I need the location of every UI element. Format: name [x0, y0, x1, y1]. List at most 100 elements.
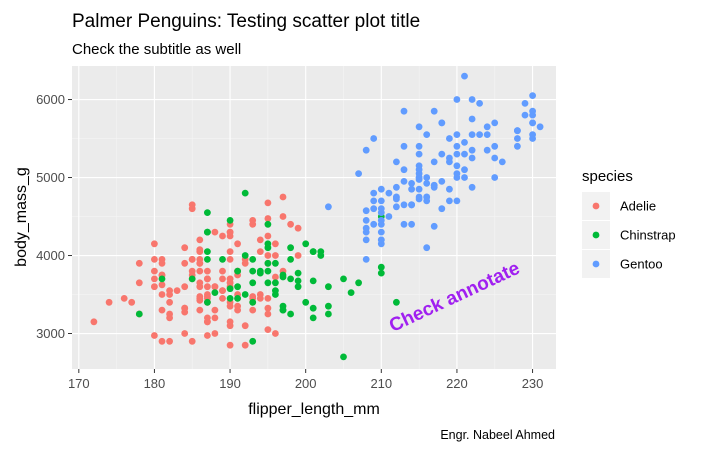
adelie-point	[234, 240, 242, 248]
gentoo-point	[453, 162, 461, 170]
chinstrap-point	[264, 244, 272, 252]
adelie-point	[264, 326, 272, 333]
adelie-point	[196, 306, 204, 314]
adelie-point	[158, 306, 166, 314]
chinstrap-point	[377, 263, 385, 271]
adelie-point	[90, 318, 98, 326]
gentoo-point	[430, 158, 438, 166]
gentoo-point	[491, 142, 499, 150]
adelie-point	[196, 283, 204, 291]
chinstrap-point	[347, 289, 355, 296]
x-tick-label: 200	[295, 376, 317, 391]
adelie-point	[226, 248, 234, 256]
gentoo-point	[415, 176, 423, 183]
adelie-point	[219, 295, 226, 302]
adelie-point	[294, 252, 302, 259]
chinstrap-point	[294, 277, 302, 285]
gentoo-point	[400, 201, 408, 209]
gentoo-point	[453, 96, 461, 103]
chinstrap-point	[241, 189, 249, 197]
chinstrap-point	[188, 275, 196, 283]
adelie-point	[151, 240, 158, 248]
chinstrap-point	[204, 256, 211, 263]
adelie-point	[196, 256, 204, 263]
gentoo-point	[453, 150, 461, 158]
gentoo-point	[446, 154, 453, 162]
gentoo-point	[529, 107, 536, 115]
adelie-point	[219, 287, 226, 294]
chinstrap-point	[264, 220, 272, 228]
gentoo-point	[415, 195, 423, 203]
chinstrap-point	[241, 252, 249, 259]
chinstrap-point	[204, 209, 211, 217]
gentoo-point	[491, 154, 499, 162]
x-tick-label: 180	[144, 376, 166, 391]
chinstrap-point	[355, 279, 362, 287]
gentoo-point	[362, 217, 370, 224]
x-tick-label: 220	[446, 376, 468, 391]
adelie-point	[181, 308, 189, 316]
adelie-point	[196, 236, 204, 244]
gentoo-point	[400, 166, 408, 174]
adelie-point	[158, 337, 166, 345]
adelie-point	[128, 298, 136, 306]
x-tick-label: 210	[370, 376, 392, 391]
gentoo-point	[423, 131, 431, 139]
gentoo-point	[453, 174, 461, 181]
chinstrap-point	[279, 271, 287, 279]
adelie-point	[272, 330, 279, 337]
gentoo-point	[483, 146, 491, 154]
adelie-point	[105, 298, 113, 306]
chinstrap-point	[226, 285, 234, 293]
chart-caption: Engr. Nabeel Ahmed	[440, 428, 555, 442]
chinstrap-point	[287, 275, 294, 283]
gentoo-point	[423, 180, 431, 187]
plot-panel	[72, 66, 556, 369]
adelie-point	[272, 240, 279, 248]
gentoo-point	[468, 131, 476, 139]
chinstrap-point	[272, 279, 279, 287]
adelie-point	[151, 332, 158, 339]
adelie-point	[158, 281, 166, 289]
gentoo-point	[438, 150, 446, 158]
adelie-point	[151, 256, 158, 263]
adelie-point	[249, 306, 257, 314]
adelie-point	[256, 291, 264, 298]
y-axis: 3000 4000 5000 6000	[36, 92, 72, 341]
adelie-point	[196, 295, 204, 302]
chart-subtitle: Check the subtitle as well	[72, 41, 241, 58]
gentoo-point	[377, 205, 385, 213]
gentoo-point	[377, 228, 385, 236]
gentoo-point	[529, 119, 536, 127]
gentoo-point	[400, 220, 408, 228]
adelie-point	[226, 322, 234, 330]
adelie-point	[135, 279, 143, 287]
adelie-point	[204, 318, 211, 326]
chinstrap-point	[294, 283, 302, 291]
chinstrap-point	[272, 291, 279, 298]
chinstrap-point	[226, 295, 234, 302]
chinstrap-point	[256, 267, 264, 275]
adelie-point	[196, 267, 204, 275]
adelie-point	[188, 205, 196, 213]
gentoo-point	[461, 174, 468, 181]
adelie-point	[135, 259, 143, 267]
gentoo-point	[400, 142, 408, 150]
adelie-point	[249, 217, 257, 224]
gentoo-point	[377, 236, 385, 244]
adelie-point	[166, 310, 174, 318]
chinstrap-point	[249, 267, 257, 275]
x-tick-label: 190	[219, 376, 241, 391]
chinstrap-point	[204, 228, 211, 236]
adelie-point	[181, 330, 189, 337]
chinstrap-point	[211, 289, 219, 296]
gentoo-point	[362, 228, 370, 236]
gentoo-point	[476, 100, 483, 107]
chinstrap-point	[272, 259, 279, 267]
adelie-point	[256, 236, 264, 244]
chinstrap-point	[158, 275, 166, 283]
y-tick-label: 6000	[36, 92, 65, 107]
adelie-point	[219, 275, 226, 283]
adelie-point	[287, 220, 294, 228]
